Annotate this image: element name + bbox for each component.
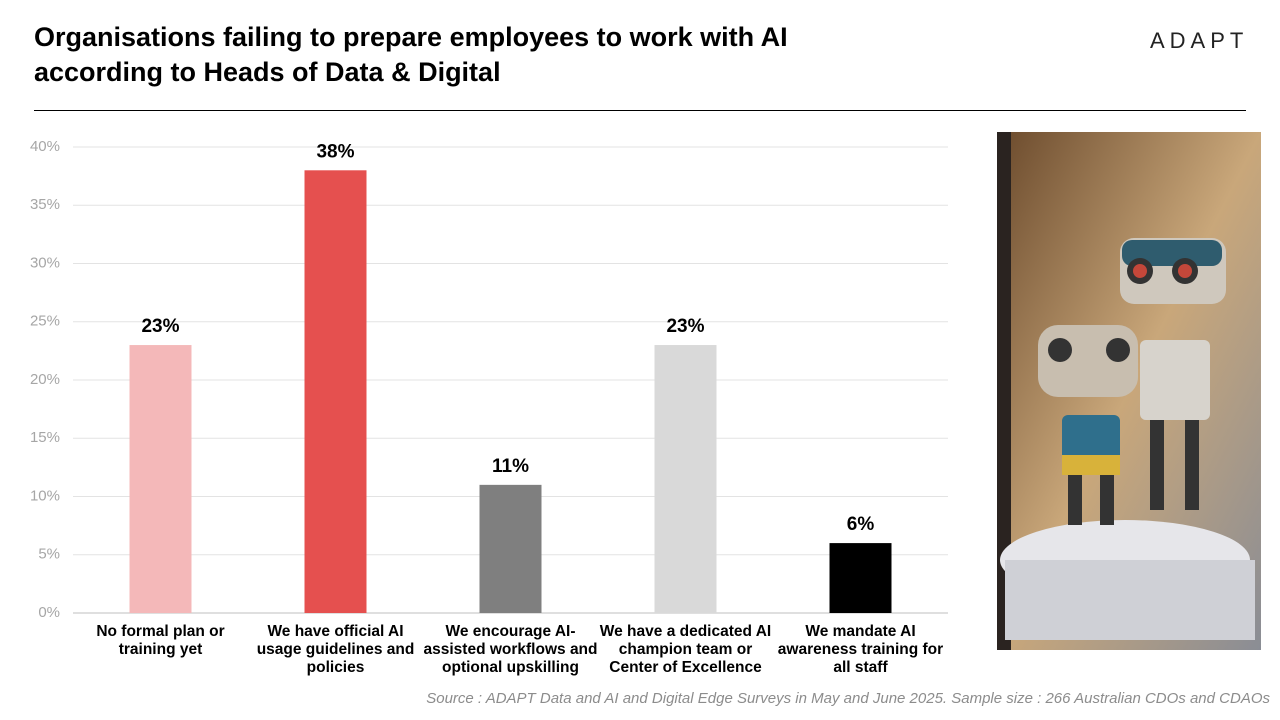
robot-photo: [997, 132, 1261, 650]
y-tick-label: 25%: [30, 313, 60, 330]
y-tick-label: 15%: [30, 429, 60, 446]
source-note: Source : ADAPT Data and AI and Digital E…: [426, 690, 1270, 707]
x-tick-label: We mandate AI awareness training for all…: [777, 623, 944, 676]
bar: [304, 170, 367, 614]
value-label: 6%: [847, 514, 875, 535]
value-label: 23%: [141, 316, 179, 337]
logo: ADAPT: [1150, 28, 1249, 53]
value-label: 11%: [492, 456, 529, 477]
value-label: 38%: [316, 141, 354, 162]
bar: [129, 345, 192, 613]
y-tick-label: 35%: [30, 196, 60, 213]
x-tick-label: We encourage AI-assisted workflows and o…: [423, 623, 598, 676]
divider: [34, 110, 1246, 111]
bar: [479, 484, 542, 613]
x-tick-label: We have a dedicated AI champion team or …: [599, 623, 772, 676]
y-tick-label: 0%: [38, 604, 60, 621]
bar: [829, 543, 892, 613]
x-tick-label: No formal plan or training yet: [96, 623, 225, 658]
bar: [654, 345, 717, 613]
chart-title: Organisations failing to prepare employe…: [34, 22, 788, 87]
y-tick-label: 10%: [30, 487, 60, 504]
value-label: 23%: [666, 316, 704, 337]
y-tick-label: 40%: [30, 138, 60, 155]
y-tick-label: 20%: [30, 371, 60, 388]
y-tick-label: 30%: [30, 254, 60, 271]
y-tick-label: 5%: [38, 546, 60, 563]
x-tick-label: We have official AI usage guidelines and…: [256, 623, 415, 676]
